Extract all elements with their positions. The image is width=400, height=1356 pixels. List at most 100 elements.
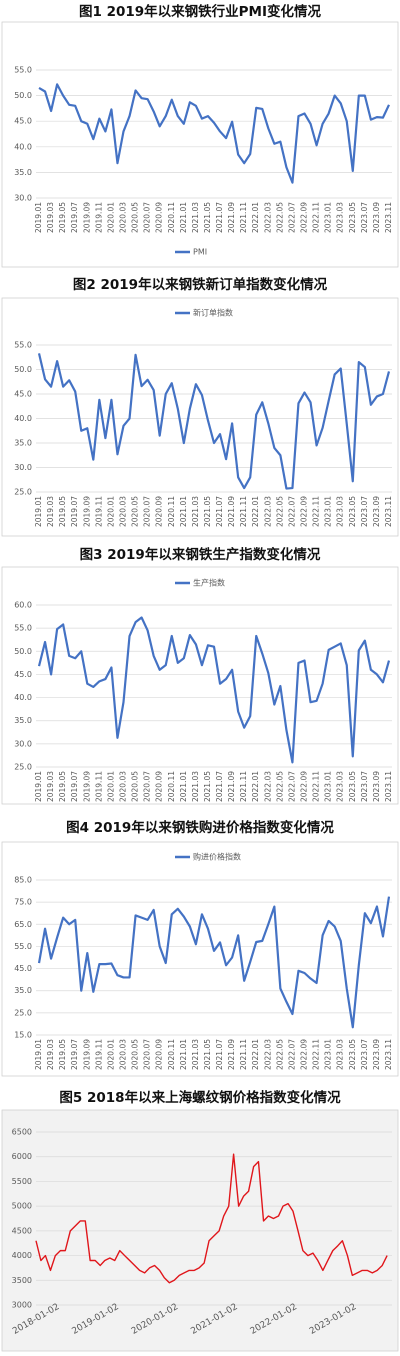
legend-label: PMI: [193, 248, 207, 257]
x-tick-label: 2023.09: [372, 202, 381, 233]
y-tick-label: 50.0: [14, 647, 32, 656]
x-tick-label: 2020.11: [167, 202, 176, 233]
x-tick-label: 2019.07: [70, 496, 79, 527]
x-tick-label: 2021.03: [191, 771, 200, 802]
x-tick-label: 2023.05: [348, 771, 357, 802]
x-tick-label: 2023.09: [372, 1039, 381, 1070]
x-tick-label: 2022.11: [312, 496, 321, 527]
legend-label: 新订单指数: [193, 308, 233, 318]
x-tick-label: 2020.03: [118, 202, 127, 233]
x-tick-label: 2019.11: [94, 1039, 103, 1070]
x-tick-label: 2021.03: [191, 202, 200, 233]
x-tick-label: 2020.09: [155, 771, 164, 802]
chart-frame: [1, 21, 399, 268]
y-tick-label: 60.0: [14, 601, 32, 610]
x-tick-label: 2020.09: [155, 202, 164, 233]
legend-label: 生产指数: [193, 578, 225, 588]
y-tick-label: 4000: [12, 1251, 32, 1260]
y-tick-label: 25.0: [14, 1008, 32, 1017]
chart-frame: [1, 1109, 399, 1352]
x-tick-label: 2022.11: [312, 1039, 321, 1070]
x-tick-label: 2023.09: [372, 771, 381, 802]
chart-title: 图1 2019年以来钢铁行业PMI变化情况: [79, 3, 322, 20]
series-line: [37, 616, 391, 764]
x-tick-label: 2019.05: [58, 771, 67, 802]
chart-title: 图4 2019年以来钢铁购进价格指数变化情况: [66, 819, 334, 836]
x-tick-label: 2021.09: [227, 1039, 236, 1070]
y-tick-label: 5500: [12, 1177, 32, 1186]
x-tick-label: 2022.03: [263, 771, 272, 802]
x-tick-label: 2022.03: [263, 1039, 272, 1070]
x-tick-label: 2022.05: [275, 496, 284, 527]
x-tick-label: 2020.01: [106, 1039, 115, 1070]
x-tick-label: 2020.07: [143, 1039, 152, 1070]
x-tick-label: 2019.01: [34, 496, 43, 527]
x-tick-label: 2022.07: [287, 1039, 296, 1070]
x-tick-label: 2019.09: [82, 496, 91, 527]
y-tick-label: 55.0: [14, 942, 32, 951]
x-tick-label: 2022.03: [263, 202, 272, 233]
x-tick-label: 2019.05: [58, 1039, 67, 1070]
x-tick-label: 2020.09: [155, 496, 164, 527]
x-tick-label: 2023.09: [372, 496, 381, 527]
x-tick-label: 2022.09: [300, 202, 309, 233]
x-tick-label: 2019.11: [94, 496, 103, 527]
y-tick-label: 45.0: [14, 670, 32, 679]
y-tick-label: 40.0: [14, 142, 32, 151]
x-tick-label: 2021.03: [191, 1039, 200, 1070]
x-tick-label: 2021.01: [179, 202, 188, 233]
x-tick-label: 2022.09: [300, 771, 309, 802]
x-tick-label: 2020.01: [106, 202, 115, 233]
y-tick-label: 45.0: [14, 390, 32, 399]
y-tick-label: 50.0: [14, 91, 32, 100]
x-tick-label: 2022.09: [300, 1039, 309, 1070]
x-tick-label: 2019.09: [82, 771, 91, 802]
x-tick-label: 2020.05: [131, 771, 140, 802]
x-tick-label: 2022.01: [251, 1039, 260, 1070]
y-tick-label: 3500: [12, 1276, 32, 1285]
y-tick-label: 85.0: [14, 876, 32, 885]
x-tick-label: 2022.05: [275, 771, 284, 802]
x-tick-label: 2022.07: [287, 202, 296, 233]
y-tick-label: 55.0: [14, 341, 32, 350]
y-tick-label: 30.0: [14, 194, 32, 203]
x-tick-label: 2020.07: [143, 771, 152, 802]
x-tick-label: 2023.07: [360, 1039, 369, 1070]
x-tick-label: 2021.07: [215, 496, 224, 527]
x-tick-label: 2023.01: [324, 1039, 333, 1070]
x-tick-label: 2023.05: [348, 202, 357, 233]
y-tick-label: 3000: [12, 1301, 32, 1310]
y-tick-label: 45.0: [14, 117, 32, 126]
x-tick-label: 2021.01: [179, 1039, 188, 1070]
x-tick-label: 2019.07: [70, 202, 79, 233]
x-tick-label: 2019.03: [46, 202, 55, 233]
y-tick-label: 6000: [12, 1152, 32, 1161]
x-tick-label: 2022.01: [251, 496, 260, 527]
y-tick-label: 55.0: [14, 66, 32, 75]
x-tick-label: 2023.03: [336, 771, 345, 802]
y-tick-label: 35.0: [14, 439, 32, 448]
x-tick-label: 2021.11: [239, 202, 248, 233]
x-tick-label: 2021.07: [215, 202, 224, 233]
y-tick-label: 4500: [12, 1226, 32, 1235]
series-line: [35, 1153, 388, 1284]
x-tick-label: 2019.03: [46, 1039, 55, 1070]
x-tick-label: 2022.01: [251, 771, 260, 802]
y-tick-label: 40.0: [14, 414, 32, 423]
y-tick-label: 25.0: [14, 763, 32, 772]
x-tick-label: 2023.05: [348, 496, 357, 527]
chart-title: 图3 2019年以来钢铁生产指数变化情况: [80, 546, 321, 563]
x-tick-label: 2019.03: [46, 771, 55, 802]
x-tick-label: 2020.11: [167, 771, 176, 802]
x-tick-label: 2022.09: [300, 496, 309, 527]
x-tick-label: 2023.01: [324, 771, 333, 802]
x-tick-label: 2021.07: [215, 1039, 224, 1070]
x-tick-label: 2020.03: [118, 496, 127, 527]
x-tick-label: 2020.01: [106, 771, 115, 802]
x-tick-label: 2021.01: [179, 771, 188, 802]
x-tick-label: 2020.03: [118, 1039, 127, 1070]
x-tick-label: 2021.11: [239, 771, 248, 802]
x-tick-label: 2020.05: [131, 496, 140, 527]
chart-title: 图5 2018年以来上海螺纹钢价格指数变化情况: [59, 1089, 341, 1106]
x-tick-label: 2023.11: [384, 1039, 393, 1070]
